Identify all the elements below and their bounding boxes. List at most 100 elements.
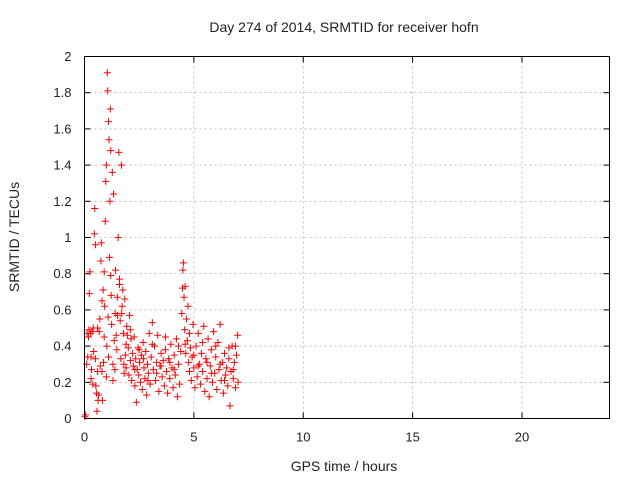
data-point [170, 366, 178, 374]
data-point [173, 393, 181, 401]
data-point [106, 197, 114, 205]
data-point [105, 118, 113, 126]
data-point [234, 378, 242, 386]
data-point [145, 329, 153, 337]
data-point [123, 331, 131, 339]
x-tick-label: 0 [81, 430, 88, 445]
data-point [226, 402, 234, 410]
data-point [202, 355, 210, 363]
data-point [190, 351, 198, 359]
y-tick-label: 1.8 [53, 85, 71, 100]
data-point [98, 396, 106, 404]
data-point [146, 380, 154, 388]
data-point [159, 357, 167, 365]
y-tick-label: 2 [64, 49, 71, 64]
data-point [153, 358, 161, 366]
data-point [161, 333, 169, 341]
data-point [90, 230, 98, 238]
data-point [186, 329, 193, 337]
data-point [91, 205, 99, 213]
data-point [116, 281, 123, 289]
data-point [199, 338, 207, 346]
data-point [182, 349, 190, 357]
data-point [134, 344, 142, 352]
data-point [214, 338, 222, 346]
data-point [100, 358, 108, 366]
data-point [229, 375, 237, 383]
data-point [109, 376, 117, 384]
data-point [110, 190, 118, 198]
data-point [152, 376, 160, 384]
data-point [164, 389, 172, 397]
data-point [221, 376, 228, 384]
data-point [95, 391, 103, 399]
data-point [100, 268, 108, 276]
data-point [122, 364, 130, 372]
data-point [203, 358, 211, 366]
data-point [163, 367, 171, 375]
data-point [230, 358, 238, 366]
data-point [87, 329, 95, 337]
data-point [219, 389, 227, 397]
data-point [160, 382, 168, 390]
data-point [225, 355, 233, 363]
data-point [105, 253, 113, 261]
data-point [113, 346, 121, 354]
data-point [129, 349, 137, 357]
data-point [102, 177, 110, 185]
data-point [87, 353, 95, 361]
data-point [212, 342, 220, 350]
data-point [194, 362, 202, 370]
y-tick-label: 1 [64, 230, 71, 245]
data-point [141, 375, 149, 383]
data-point [107, 147, 115, 155]
data-point [88, 328, 96, 336]
data-point [194, 329, 202, 337]
data-point [126, 311, 134, 319]
data-point [128, 376, 136, 384]
data-point [142, 348, 150, 356]
data-point [123, 322, 131, 330]
data-point [98, 367, 106, 375]
data-point [116, 317, 124, 325]
x-tick-label: 10 [296, 430, 310, 445]
data-point [139, 338, 147, 346]
data-point [153, 369, 161, 377]
y-tick-label: 0 [64, 411, 71, 426]
data-point [183, 337, 191, 345]
data-point [103, 69, 111, 77]
data-point [108, 168, 116, 176]
data-point [135, 371, 143, 379]
data-point [105, 353, 113, 361]
data-point [157, 349, 165, 357]
data-point [126, 326, 134, 334]
data-point [204, 335, 212, 343]
y-tick-label: 0.6 [53, 302, 71, 317]
data-point [148, 319, 156, 327]
data-point [181, 340, 189, 348]
data-point [131, 366, 139, 374]
data-point [181, 326, 189, 334]
data-point [188, 353, 196, 361]
data-point [222, 371, 230, 379]
chart-title: Day 274 of 2014, SRMTID for receiver hof… [209, 19, 478, 35]
data-point [171, 371, 179, 379]
data-point [206, 362, 214, 370]
data-point [127, 335, 135, 343]
data-point [166, 375, 174, 383]
data-point [118, 310, 126, 318]
data-point [231, 384, 239, 392]
data-point [88, 366, 95, 374]
data-point [97, 239, 105, 247]
data-point [101, 217, 109, 225]
data-point [99, 286, 107, 294]
data-point [172, 335, 180, 343]
data-point [109, 360, 117, 368]
data-point [223, 364, 231, 372]
data-point [215, 366, 223, 374]
data-point [94, 324, 102, 332]
data-point [144, 369, 152, 377]
data-point [225, 344, 233, 352]
